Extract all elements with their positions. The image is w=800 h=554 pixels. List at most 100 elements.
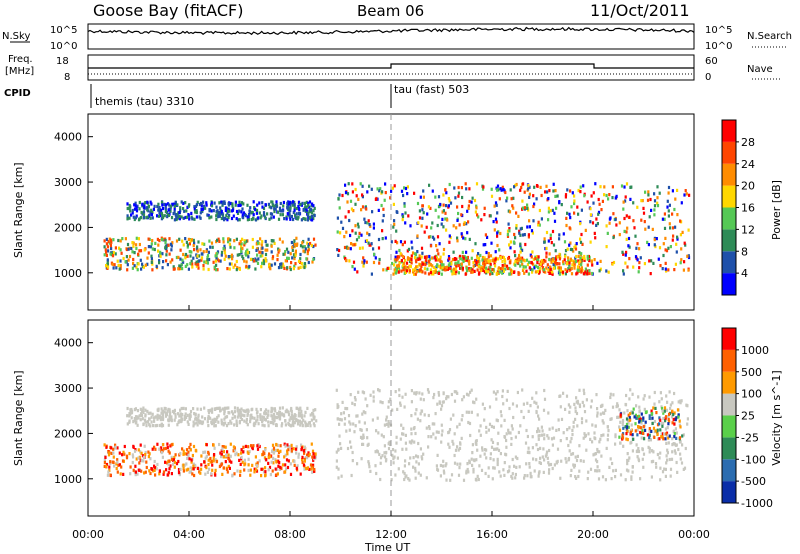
data-cell: [184, 256, 187, 260]
data-cell: [543, 397, 547, 401]
data-cell: [510, 197, 513, 201]
data-cell: [223, 251, 227, 255]
data-cell: [495, 397, 498, 401]
data-cell: [227, 464, 230, 468]
data-cell: [496, 272, 499, 276]
data-cell: [303, 451, 306, 455]
data-cell: [209, 408, 212, 412]
data-cell: [415, 408, 418, 412]
data-cell: [563, 240, 567, 244]
data-cell: [219, 408, 222, 412]
data-cell: [175, 239, 179, 243]
data-cell: [241, 460, 244, 464]
data-cell: [461, 258, 464, 262]
data-cell: [239, 239, 242, 244]
data-cell: [436, 248, 439, 252]
data-cell: [233, 410, 236, 414]
data-cell: [168, 451, 171, 455]
data-cell: [287, 448, 290, 452]
data-cell: [648, 395, 651, 399]
data-cell: [449, 478, 452, 482]
data-cell: [468, 262, 471, 266]
data-cell: [291, 256, 294, 260]
data-cell: [168, 252, 171, 256]
data-cell: [351, 265, 354, 269]
data-cell: [146, 256, 149, 260]
data-cell: [208, 239, 211, 243]
data-cell: [579, 190, 582, 194]
data-cell: [656, 204, 660, 208]
data-cell: [625, 250, 628, 254]
data-cell: [295, 417, 298, 421]
data-cell: [456, 462, 459, 466]
data-cell: [681, 434, 684, 438]
data-cell: [267, 409, 270, 413]
data-cell: [571, 428, 574, 432]
data-cell: [139, 258, 142, 262]
data-cell: [193, 217, 196, 221]
data-cell: [303, 457, 306, 461]
data-cell: [622, 444, 625, 448]
data-cell: [213, 446, 216, 450]
data-cell: [177, 468, 181, 472]
data-cell: [182, 252, 185, 257]
data-cell: [313, 469, 316, 473]
data-cell: [252, 200, 255, 204]
data-cell: [271, 204, 274, 208]
data-cell: [338, 434, 341, 438]
data-cell: [404, 211, 407, 215]
data-cell: [207, 424, 210, 428]
data-cell: [467, 420, 470, 425]
data-cell: [492, 458, 495, 462]
data-cell: [176, 423, 179, 427]
data-cell: [591, 423, 594, 427]
data-cell: [437, 393, 441, 397]
data-cell: [473, 198, 477, 203]
data-cell: [513, 464, 516, 468]
data-cell: [457, 211, 460, 216]
data-cell: [134, 421, 137, 425]
data-cell: [277, 454, 280, 458]
data-cell: [492, 425, 495, 429]
data-cell: [441, 429, 444, 433]
data-cell: [289, 424, 293, 428]
data-cell: [394, 255, 397, 259]
data-cell: [296, 464, 299, 468]
data-cell: [575, 476, 578, 480]
data-cell: [567, 403, 570, 407]
data-cell: [303, 445, 306, 449]
data-cell: [351, 182, 354, 186]
data-cell: [609, 395, 612, 400]
data-cell: [312, 417, 316, 421]
data-cell: [630, 423, 633, 427]
data-cell: [429, 244, 433, 248]
data-cell: [350, 473, 353, 478]
data-cell: [415, 260, 418, 264]
data-cell: [676, 237, 679, 241]
ytick-label: 1000: [54, 473, 82, 486]
data-cell: [249, 206, 252, 210]
data-cell: [180, 263, 183, 267]
data-cell: [503, 461, 506, 465]
data-cell: [577, 259, 580, 263]
data-cell: [275, 443, 278, 447]
data-cell: [537, 437, 540, 441]
data-cell: [335, 459, 338, 463]
data-cell: [293, 421, 296, 425]
data-cell: [601, 199, 604, 203]
data-cell: [423, 413, 426, 417]
data-cell: [479, 269, 483, 273]
data-cell: [478, 429, 481, 433]
data-cell: [645, 410, 648, 414]
data-cell: [399, 252, 402, 256]
data-cell: [496, 462, 499, 467]
data-cell: [289, 472, 293, 476]
data-cell: [457, 473, 461, 477]
data-cell: [349, 199, 353, 203]
data-cell: [671, 450, 674, 454]
data-cell: [475, 206, 478, 210]
data-cell: [493, 262, 496, 266]
data-cell: [489, 272, 492, 276]
data-cell: [594, 452, 598, 456]
data-cell: [398, 261, 401, 265]
